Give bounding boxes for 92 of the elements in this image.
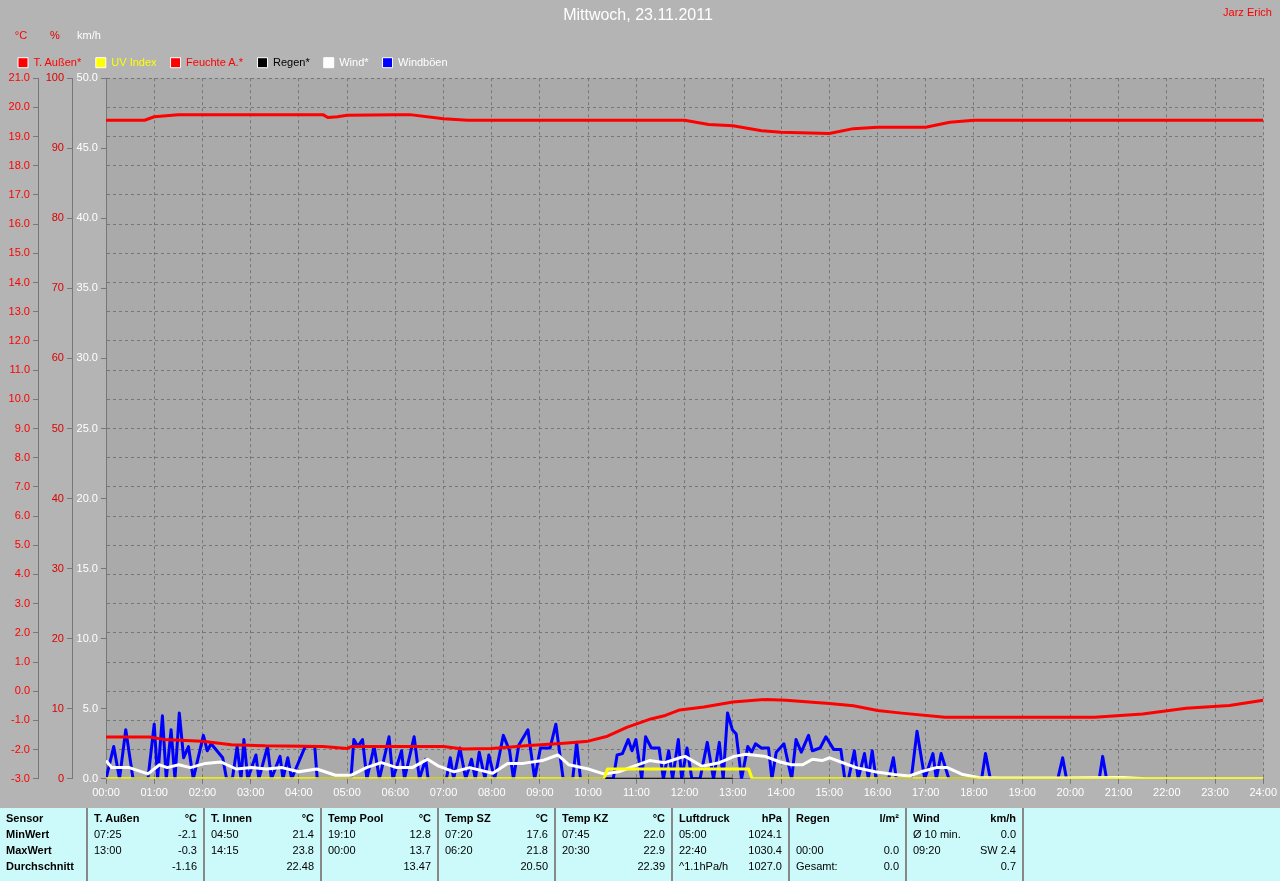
text: Sensor MinWert MaxWert Durchschnitt (6, 812, 74, 874)
x-tick-label: 00:00 (92, 786, 120, 799)
y3-tick-label: 5.0 (82, 701, 98, 714)
x-tick-label: 21:00 (1104, 786, 1133, 799)
x-tick-label: 24:00 (1249, 786, 1277, 799)
legend-label: Wind* (339, 55, 370, 68)
y-tick-label: 4.0 (14, 567, 30, 580)
y3-tick-label: 50.0 (76, 71, 98, 84)
y2-tick-label: 90 (51, 141, 64, 154)
y3-tick-label: 15.0 (76, 561, 98, 574)
legend-label: UV Index (111, 55, 158, 68)
y-tick-label: 9.0 (14, 421, 30, 434)
y2-tick-label: 100 (45, 71, 64, 84)
x-tick-label: 20:00 (1056, 786, 1085, 799)
y2-tick-label: 80 (51, 211, 64, 224)
y-tick-label: 13.0 (8, 304, 30, 317)
text: Temp KZ °C 07:45 22.0 20:30 22.9 22.39 (562, 812, 665, 872)
y-tick-label: -2.0 (11, 742, 30, 755)
x-tick-label: 09:00 (526, 786, 554, 799)
y3-tick-label: 25.0 (76, 421, 98, 434)
x-tick-label: 03:00 (236, 786, 265, 799)
y2-tick-label: 10 (51, 701, 64, 714)
y2-tick-label: 60 (51, 351, 64, 364)
text: Temp Pool °C 19:10 12.8 00:00 13.7 13.47 (328, 812, 431, 872)
x-tick-label: 13:00 (719, 786, 747, 799)
y-tick-label: 17.0 (8, 188, 30, 200)
y-tick-label: 7.0 (14, 479, 30, 492)
y3-tick-label: 35.0 (76, 281, 98, 294)
x-tick-label: 07:00 (429, 786, 458, 799)
text: T. Außen °C 07:25 -2.1 13:00 -0.3 -1.16 (94, 812, 197, 872)
y2-tick-label: 70 (51, 281, 64, 294)
y2-tick-label: 20 (51, 631, 64, 644)
x-tick-label: 01:00 (140, 786, 168, 799)
x-tick-label: 02:00 (188, 786, 217, 799)
x-tick-label: 14:00 (767, 786, 795, 799)
y-tick-label: -1.0 (11, 713, 30, 726)
y2-tick-label: 50 (51, 421, 64, 434)
y-tick-label: 14.0 (8, 275, 30, 288)
x-tick-label: 08:00 (477, 786, 506, 799)
y-tick-label: 11.0 (9, 363, 30, 376)
y-tick-label: 3.0 (14, 596, 30, 609)
y2-tick-label: 30 (51, 561, 64, 574)
legend-label: T. Außen* (33, 55, 82, 68)
x-tick-label: 04:00 (285, 786, 313, 799)
y-tick-label: 18.0 (8, 158, 30, 171)
y-tick-label: 8.0 (14, 450, 30, 463)
x-tick-label: 11:00 (623, 786, 650, 799)
y3-tick-label: 40.0 (76, 211, 98, 224)
y-tick-label: 1.0 (14, 655, 30, 668)
legend-label: Regen* (273, 55, 311, 68)
y2-tick-label: 40 (51, 491, 64, 504)
y3-tick-label: 0.0 (82, 771, 98, 784)
x-tick-label: 16:00 (863, 786, 892, 799)
y2-axis-title: % (50, 28, 61, 41)
y3-tick-label: 20.0 (76, 491, 98, 504)
y-tick-label: 16.0 (8, 217, 30, 230)
y-tick-label: 5.0 (14, 538, 30, 551)
chart-title: Mittwoch, 23.11.2011 (563, 6, 713, 24)
text: T. Innen °C 04:50 21.4 14:15 23.8 22.48 (211, 812, 314, 872)
text: Regen l/m² 00:00 0.0 Gesamt: 0.0 (796, 812, 899, 872)
x-tick-label: 17:00 (911, 786, 940, 799)
legend-label: Windböen (398, 55, 448, 68)
x-tick-label: 06:00 (381, 786, 410, 799)
y-tick-label: 10.0 (8, 392, 30, 405)
y2-tick-label: 0 (57, 771, 64, 784)
y-tick-label: 21.0 (8, 71, 30, 84)
y3-axis-title: km/h (77, 28, 101, 41)
y-tick-label: -3.0 (11, 771, 30, 784)
y3-tick-label: 30.0 (76, 351, 98, 364)
y-axis-title: °C (14, 28, 28, 41)
x-tick-label: 23:00 (1201, 786, 1229, 799)
text: Wind km/h Ø 10 min. 0.0 09:20 SW 2.4 0.7 (913, 812, 1016, 872)
x-tick-label: 19:00 (1008, 786, 1036, 799)
y-tick-label: 20.0 (8, 100, 30, 113)
y-tick-label: 15.0 (8, 246, 30, 259)
x-tick-label: 10:00 (574, 786, 602, 799)
y-tick-label: 6.0 (14, 509, 30, 522)
y-tick-label: 12.0 (8, 333, 30, 346)
y-tick-label: 0.0 (14, 684, 30, 697)
x-tick-label: 15:00 (815, 786, 844, 799)
x-tick-label: 05:00 (333, 786, 361, 799)
x-tick-label: 12:00 (670, 786, 699, 799)
legend-label: Feuchte A.* (186, 55, 244, 68)
x-tick-label: 18:00 (960, 786, 988, 799)
y-tick-label: 2.0 (14, 625, 30, 638)
chart-subtitle: Jarz Erich (1223, 6, 1272, 18)
y-tick-label: 19.0 (8, 129, 30, 142)
text: Temp SZ °C 07:20 17.6 06:20 21.8 20.50 (445, 812, 548, 872)
x-tick-label: 22:00 (1153, 786, 1181, 799)
text: Luftdruck hPa 05:00 1024.1 22:40 1030.4 ^1.1hPa/h 1027.0 (679, 812, 782, 872)
y3-tick-label: 45.0 (76, 141, 98, 154)
y3-tick-label: 10.0 (76, 631, 98, 644)
